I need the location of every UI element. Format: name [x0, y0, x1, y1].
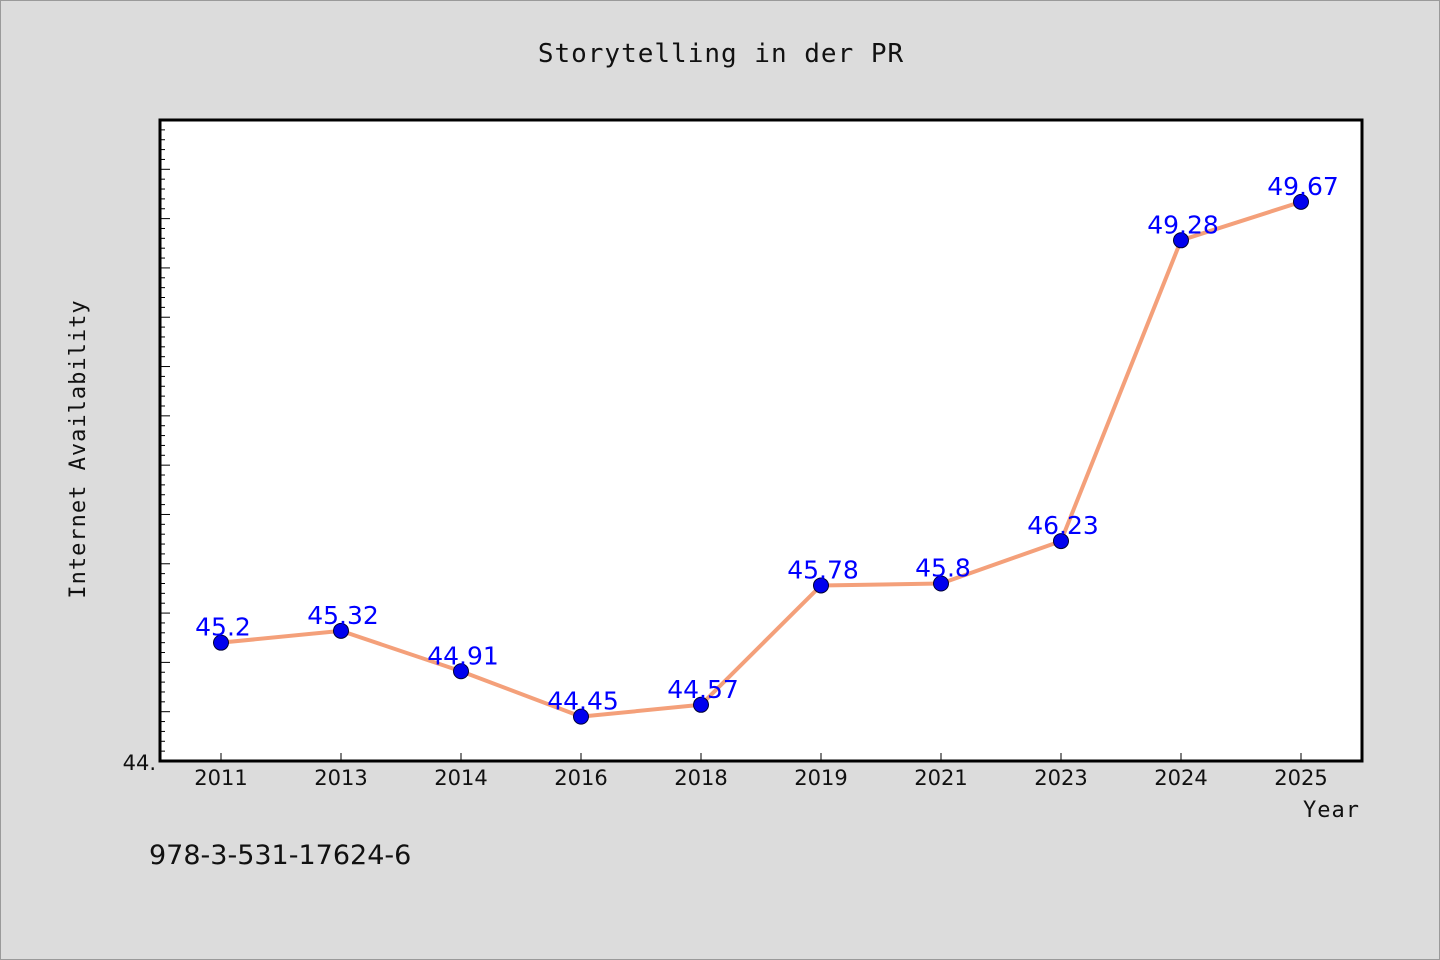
series-line: [220, 199, 1302, 719]
plot-area: [158, 118, 1364, 763]
y-axis-label: Internet Availability: [66, 299, 91, 598]
data-point: [213, 634, 229, 651]
data-point: [693, 696, 709, 713]
data-point: [453, 663, 469, 680]
x-tick-label: 2018: [674, 766, 727, 790]
x-tick-label: 2023: [1034, 766, 1087, 790]
data-point: [813, 577, 829, 594]
data-point: [933, 575, 949, 592]
data-point: [1173, 232, 1189, 249]
data-label: 44.45: [547, 687, 619, 716]
data-label: 45.78: [787, 555, 859, 584]
data-label: 49.67: [1267, 172, 1339, 201]
x-tick-label: 2014: [434, 766, 487, 790]
x-tick-label: 2019: [794, 766, 847, 790]
x-tick-label: 2016: [554, 766, 607, 790]
data-label: 44.57: [667, 675, 739, 704]
x-tick-label: 2024: [1154, 766, 1207, 790]
chart-title: Storytelling in der PR: [538, 39, 904, 69]
data-point: [1293, 193, 1309, 210]
data-label: 45.2: [195, 613, 251, 642]
x-tick-label: 2011: [194, 766, 247, 790]
data-label: 49.28: [1147, 210, 1219, 239]
data-points: [213, 193, 1309, 725]
data-label: 45.8: [915, 553, 971, 582]
data-point: [333, 622, 349, 639]
x-tick-label: 2021: [914, 766, 967, 790]
data-label: 45.32: [307, 601, 379, 630]
data-labels: 45.2 45.32 44.91 44.45 44.57 45.78 45.8 46.23 49…: [195, 172, 1339, 716]
y-axis-ticks: [160, 129, 170, 752]
data-label: 44.91: [427, 641, 499, 670]
x-tick-label: 2013: [314, 766, 367, 790]
data-point: [573, 708, 589, 725]
x-axis-ticks: 2011 2013 2014 2016 2018 2019 2021 2023 2024 2025: [194, 753, 1328, 790]
footnote-isbn: 978-3-531-17624-6: [149, 840, 411, 871]
data-point: [1053, 533, 1069, 550]
x-tick-label: 2025: [1274, 766, 1327, 790]
data-label: 46.23: [1027, 511, 1099, 540]
x-axis-label: Year: [1303, 798, 1360, 823]
y-tick-label-min: 44.: [123, 751, 156, 775]
